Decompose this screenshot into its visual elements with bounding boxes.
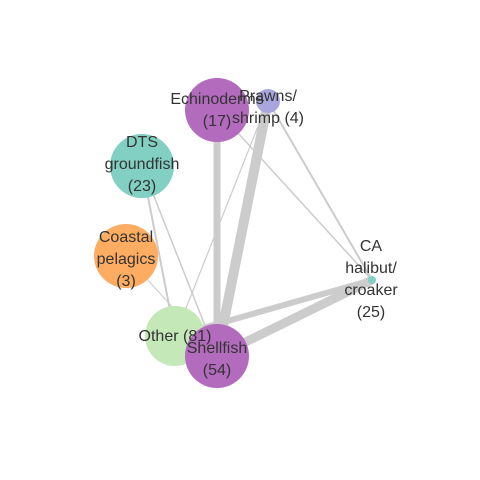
node-halibut bbox=[368, 276, 376, 284]
node-label-line: CA bbox=[360, 238, 383, 255]
node-label-line: Coastal bbox=[99, 229, 153, 246]
node-label-dts: DTS groundfish (23) bbox=[105, 134, 180, 195]
node-label-line: pelagics bbox=[97, 251, 156, 268]
node-label-other: Other (81) bbox=[139, 328, 212, 345]
edges-layer bbox=[125, 100, 374, 361]
node-coastal bbox=[94, 224, 158, 288]
node-label-line: Shellfish bbox=[187, 340, 247, 357]
node-label-line: Echinoderms bbox=[170, 91, 263, 108]
edge-prawns-shellfish bbox=[212, 100, 273, 357]
node-label-line: DTS bbox=[126, 134, 158, 151]
labels-layer: Echinoderms (17)Prawns/shrimp (4)DTS groun… bbox=[97, 88, 399, 379]
node-label-line: Prawns/ bbox=[239, 88, 297, 105]
edge-echinoderms-halibut bbox=[216, 109, 373, 281]
node-label-line: (17) bbox=[203, 113, 231, 130]
node-echinoderms bbox=[185, 78, 249, 142]
node-label-line: (23) bbox=[128, 178, 156, 195]
node-dts bbox=[110, 134, 174, 198]
node-label-line: (3) bbox=[116, 273, 136, 290]
node-label-line: croaker bbox=[344, 282, 398, 299]
edge-prawns-other bbox=[174, 100, 269, 337]
node-label-line: shrimp (4) bbox=[232, 110, 304, 127]
edge-prawns-halibut bbox=[267, 100, 373, 281]
node-label-line: groundfish bbox=[105, 156, 180, 173]
node-label-line: halibut/ bbox=[345, 260, 397, 277]
node-label-line: (25) bbox=[357, 304, 385, 321]
node-shellfish bbox=[185, 324, 249, 388]
node-label-line: Other (81) bbox=[139, 328, 212, 345]
node-label-coastal: Coastal pelagics (3) bbox=[97, 229, 156, 290]
node-label-echinoderms: Echinoderms (17) bbox=[170, 91, 263, 130]
node-label-line: (54) bbox=[203, 362, 231, 379]
edge-dts-shellfish bbox=[141, 165, 218, 357]
node-label-prawns: Prawns/shrimp (4) bbox=[232, 88, 304, 127]
nodes-layer bbox=[94, 78, 376, 388]
node-label-shellfish: Shellfish (54) bbox=[187, 340, 247, 379]
node-label-halibut: CA halibut/croaker (25) bbox=[344, 238, 398, 321]
node-prawns bbox=[256, 89, 280, 113]
